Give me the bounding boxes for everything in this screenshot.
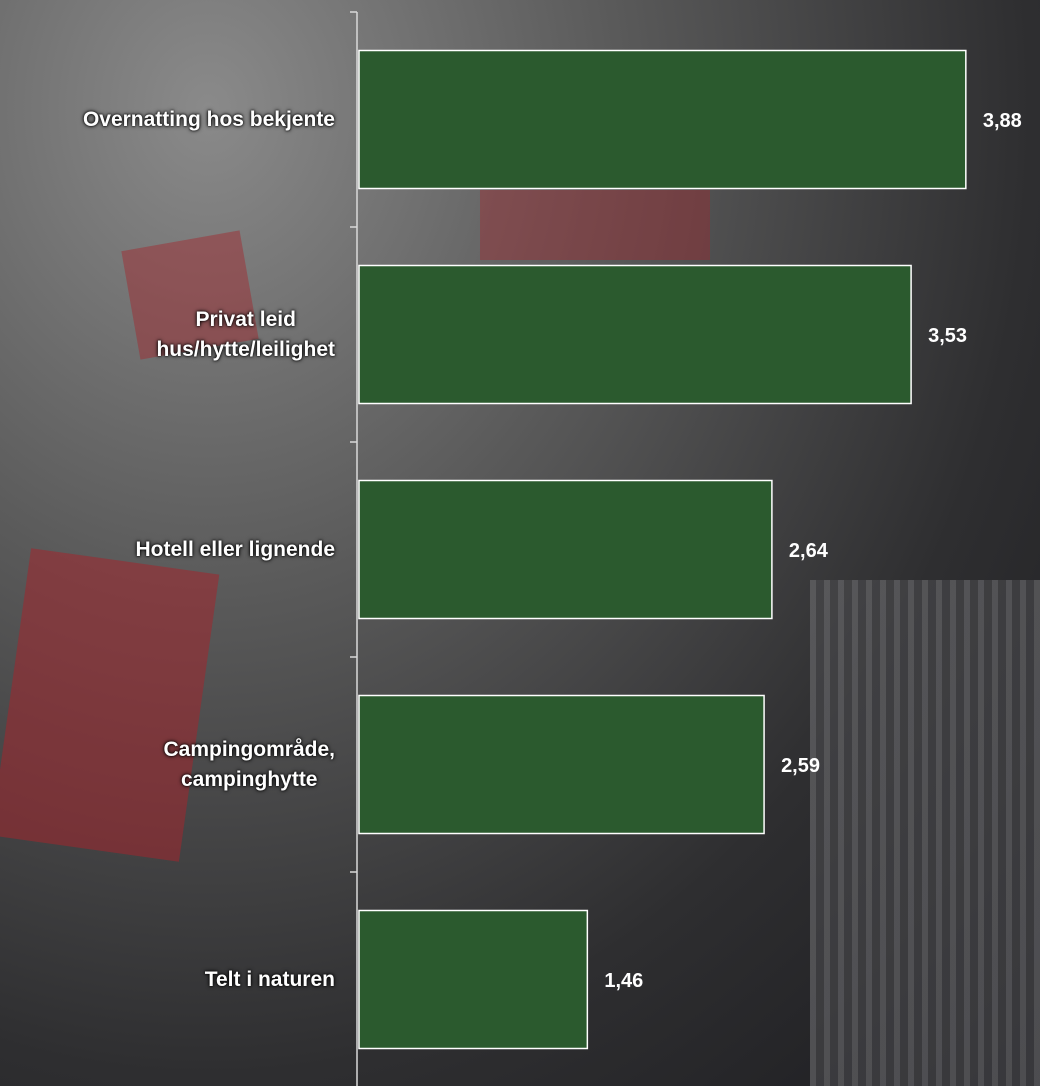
chart: 3,88 3,53 2,64 2,59 1,46 Overnatting hos bek… [0,0,1040,1086]
category-label: Hotell eller lignende [135,535,335,565]
bar [359,696,764,834]
category-label: Privat leid hus/hytte/leilighet [156,305,335,365]
value-label: 2,64 [789,540,829,562]
category-text: Telt i naturen [205,965,335,995]
value-label: 1,46 [604,970,643,992]
category-text: Overnatting hos bekjente [83,105,335,135]
category-label: Campingområde, campinghytte [163,735,335,795]
bar [359,51,966,189]
bar [359,481,772,619]
bar [359,911,587,1049]
category-text: Privat leid hus/hytte/leilighet [156,305,335,365]
category-text: Hotell eller lignende [135,535,335,565]
value-label: 2,59 [781,755,820,777]
value-label: 3,88 [983,110,1022,132]
value-label: 3,53 [928,325,967,347]
category-label: Telt i naturen [205,965,335,995]
category-label: Overnatting hos bekjente [83,105,335,135]
category-text: Campingområde, campinghytte [163,735,335,795]
bar [359,266,911,404]
